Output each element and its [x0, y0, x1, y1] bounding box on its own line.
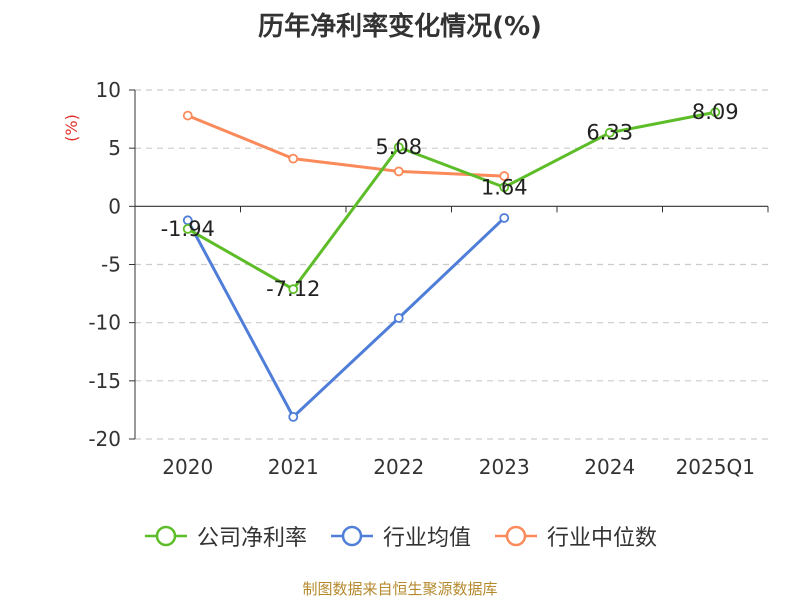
y-tick-label: -15: [88, 369, 121, 393]
y-tick-label: -10: [88, 311, 121, 335]
legend-item-industry-median[interactable]: 行业中位数: [493, 520, 657, 552]
x-tick-label: 2025Q1: [676, 455, 755, 479]
legend-item-company[interactable]: 公司净利率: [143, 520, 307, 552]
data-point-company[interactable]: [182, 224, 193, 234]
data-point-industry_median[interactable]: [499, 171, 510, 181]
data-point-company[interactable]: [288, 284, 299, 295]
legend-line-circle-icon: [495, 525, 537, 547]
legend-item-industry-avg[interactable]: 行业均值: [329, 520, 471, 552]
data-label: 6.33: [586, 121, 633, 145]
data-point-company[interactable]: [604, 127, 615, 138]
y-axis-label: (%): [62, 114, 81, 142]
data-label: 5.08: [375, 135, 422, 159]
data-label: -7.12: [266, 277, 320, 301]
data-label: 8.09: [692, 100, 739, 124]
x-tick-label: 2021: [268, 455, 319, 479]
x-tick-label: 2024: [584, 455, 635, 479]
data-point-company[interactable]: [710, 107, 721, 118]
legend-line-circle-icon: [144, 525, 187, 547]
legend-label-company: 公司净利率: [196, 526, 307, 551]
y-tick-label: 10: [96, 78, 121, 102]
legend-label-industry-avg: 行业均值: [382, 526, 471, 551]
y-tick-label: 5: [108, 136, 121, 160]
x-tick-label: 2023: [479, 455, 530, 479]
series-line-company: [187, 110, 716, 291]
data-point-company[interactable]: [499, 182, 510, 193]
y-tick-label: -20: [88, 427, 121, 451]
legend-line-circle-icon: [330, 525, 373, 547]
data-point-company[interactable]: [393, 142, 404, 153]
legend-label-industry-median: 行业中位数: [547, 526, 658, 551]
y-tick-label: 0: [108, 194, 121, 218]
y-tick-label: -5: [101, 253, 121, 277]
series-line-industry_median: [187, 114, 505, 178]
chart-legend: 公司净利率 行业均值 行业中位数: [0, 520, 800, 552]
series-line-industry_avg: [186, 216, 506, 419]
data-point-industry_median[interactable]: [182, 110, 193, 121]
data-point-industry_median[interactable]: [393, 166, 404, 177]
data-point-industry_median[interactable]: [288, 153, 299, 164]
data-point-industry_avg[interactable]: [499, 213, 510, 223]
data-point-industry_avg[interactable]: [393, 313, 404, 323]
x-tick-label: 2020: [162, 455, 213, 479]
data-label: -1.94: [161, 217, 215, 241]
x-tick-label: 2022: [373, 455, 424, 479]
chart-title: 历年净利率变化情况(%): [258, 12, 542, 42]
data-point-industry_avg[interactable]: [288, 411, 299, 422]
source-note: 制图数据来自恒生聚源数据库: [302, 580, 498, 598]
data-label: 1.64: [481, 175, 528, 199]
